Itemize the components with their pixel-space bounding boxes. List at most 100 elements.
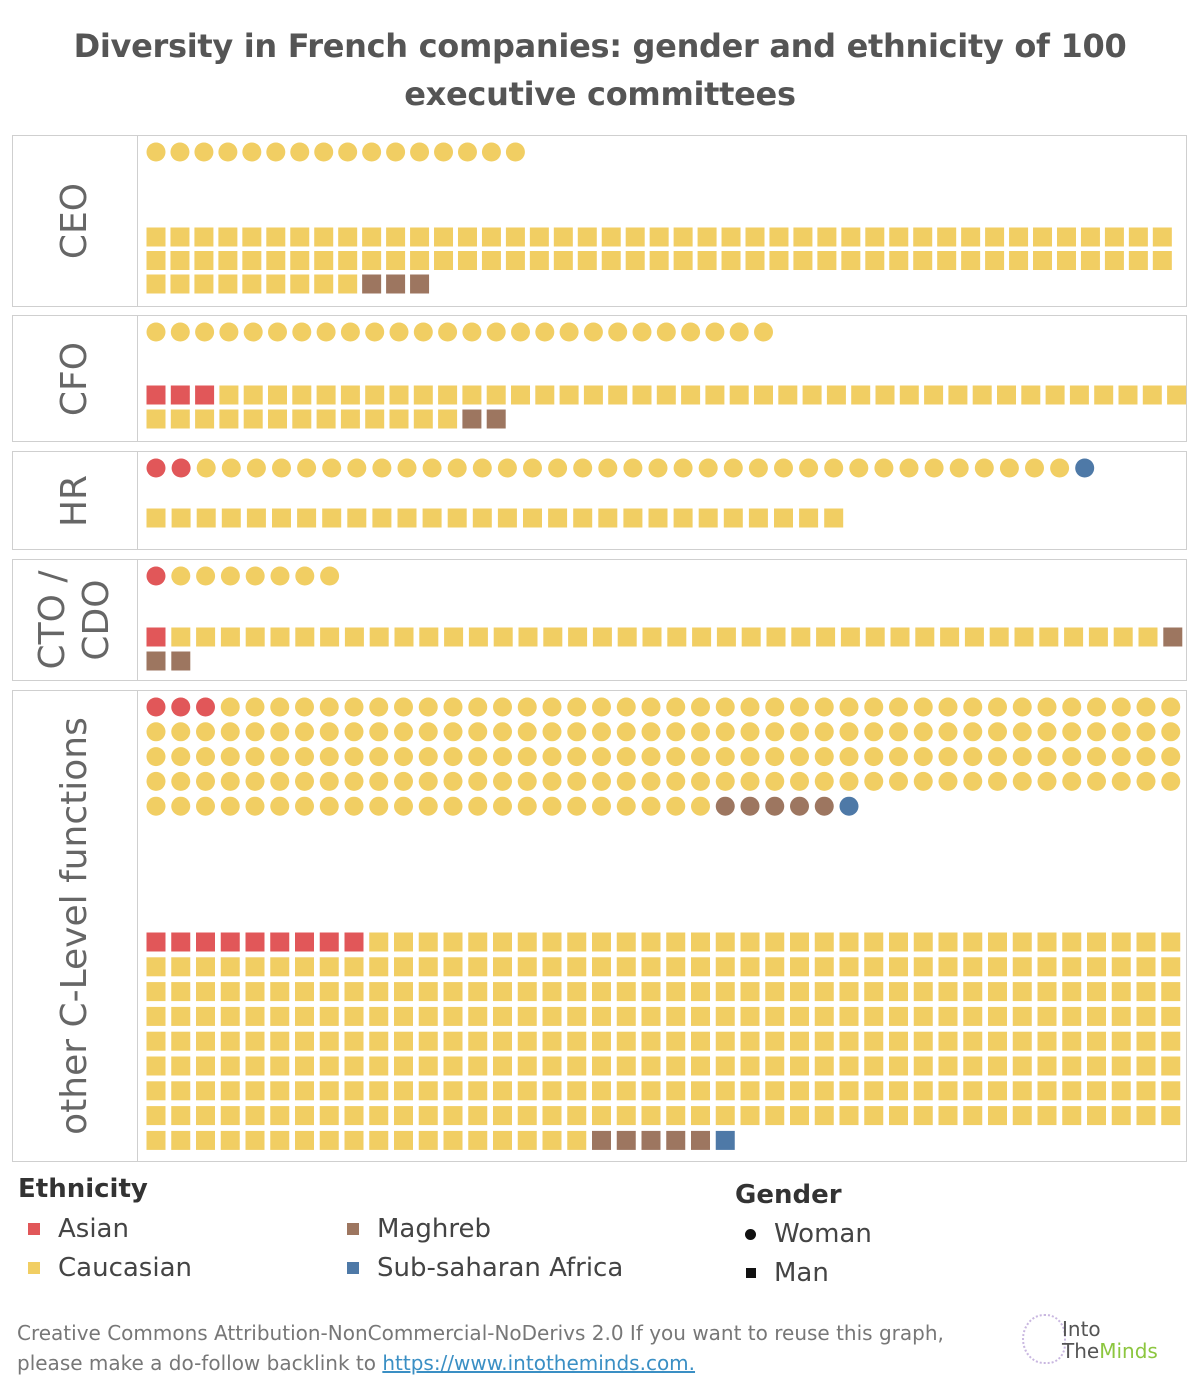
man-mark-caucasian [438,409,458,429]
woman-mark-caucasian [493,796,512,816]
woman-mark-caucasian [443,747,463,767]
woman-mark-caucasian [493,722,512,742]
man-mark-caucasian [171,1130,191,1150]
man-mark-caucasian [468,982,488,1002]
man-mark-asian [195,385,215,405]
man-mark-caucasian [319,1106,339,1126]
legend-label-caucasian: Caucasian [58,1253,192,1283]
legend-item-sub-saharan[interactable]: Sub-saharan Africa [347,1253,623,1283]
legend-label-man: Man [774,1258,829,1288]
woman-mark-caucasian [171,722,191,742]
man-mark-caucasian [1012,1031,1032,1051]
woman-mark-caucasian [774,458,793,478]
man-mark-caucasian [394,1056,413,1076]
woman-mark-asian [146,458,166,478]
man-mark-caucasian [778,385,798,405]
man-mark-caucasian [814,1056,834,1076]
woman-mark-caucasian [219,322,239,342]
man-mark-caucasian [322,508,342,528]
man-mark-caucasian [567,1031,587,1051]
woman-mark-caucasian [523,458,542,478]
man-mark-caucasian [814,982,834,1002]
man-mark-caucasian [913,1006,933,1026]
man-mark-caucasian [740,957,760,977]
man-mark-caucasian [418,982,438,1002]
woman-mark-caucasian [641,771,661,791]
woman-mark-caucasian [705,322,725,342]
man-mark-caucasian [1012,932,1032,952]
man-mark-caucasian [295,1081,314,1101]
man-mark-caucasian [988,1056,1007,1076]
man-mark-caucasian [715,1031,735,1051]
woman-mark-caucasian [268,322,287,342]
man-mark-caucasian [171,1081,191,1101]
legend-item-asian[interactable]: Asian [28,1214,129,1244]
man-mark-caucasian [816,627,836,647]
woman-mark-caucasian [573,458,593,478]
man-mark-caucasian [1118,385,1138,405]
man-mark-caucasian [196,1056,215,1076]
man-mark-caucasian [548,508,568,528]
woman-mark-caucasian [270,566,290,586]
man-mark-caucasian [864,1006,884,1026]
man-mark-caucasian [1037,1056,1057,1076]
man-mark-caucasian [245,627,265,647]
man-mark-caucasian [344,1081,364,1101]
man-mark-asian [319,932,339,952]
woman-mark-caucasian [656,322,676,342]
legend-swatch-maghreb [347,1223,359,1235]
man-mark-caucasian [1012,1081,1032,1101]
man-mark-caucasian [418,1031,438,1051]
man-mark-caucasian [493,1081,512,1101]
man-mark-asian [196,932,215,952]
man-mark-caucasian [468,1081,488,1101]
woman-mark-caucasian [195,322,215,342]
legend-item-caucasian[interactable]: Caucasian [28,1253,192,1283]
woman-mark-caucasian [397,458,417,478]
man-mark-caucasian [523,508,542,528]
man-mark-caucasian [592,1056,611,1076]
footer-link[interactable]: https://www.intotheminds.com. [382,1351,696,1375]
woman-mark-caucasian [913,747,933,767]
woman-mark-caucasian [790,697,809,717]
man-mark-caucasian [790,957,809,977]
man-mark-caucasian [295,1006,314,1026]
man-mark-caucasian [314,227,334,247]
man-mark-caucasian [814,957,834,977]
man-mark-caucasian [316,409,336,429]
man-mark-caucasian [146,508,166,528]
woman-mark-caucasian [344,796,364,816]
man-mark-caucasian [769,251,789,270]
woman-mark-caucasian [949,458,969,478]
panel-ceo: CEO [12,135,1187,307]
man-mark-caucasian [1136,957,1156,977]
man-mark-caucasian [641,1006,661,1026]
man-mark-caucasian [1128,251,1148,270]
man-mark-caucasian [394,1006,413,1026]
man-mark-caucasian [915,627,935,647]
woman-mark-caucasian [146,322,166,342]
panel-label-cto: CTO / CDO [31,570,119,669]
woman-mark-caucasian [874,458,894,478]
man-mark-caucasian [389,385,409,405]
woman-mark-caucasian [146,796,166,816]
man-mark-caucasian [889,932,908,952]
legend-item-man[interactable]: Man [746,1258,829,1288]
man-mark-caucasian [219,385,239,405]
man-mark-caucasian [790,932,809,952]
legend-item-woman[interactable]: Woman [745,1219,872,1249]
man-mark-caucasian [839,982,859,1002]
woman-mark-caucasian [715,697,735,717]
man-mark-caucasian [715,1006,735,1026]
woman-mark-caucasian [481,142,501,162]
man-mark-caucasian [963,1081,983,1101]
panel-label-cto-line1: CTO / [32,570,73,670]
man-mark-maghreb [486,409,506,429]
man-mark-caucasian [146,1056,166,1076]
legend-item-maghreb[interactable]: Maghreb [347,1214,491,1244]
man-mark-caucasian [297,508,317,528]
man-mark-caucasian [989,627,1009,647]
man-mark-caucasian [369,932,389,952]
man-mark-caucasian [913,982,933,1002]
man-mark-caucasian [592,1006,611,1026]
